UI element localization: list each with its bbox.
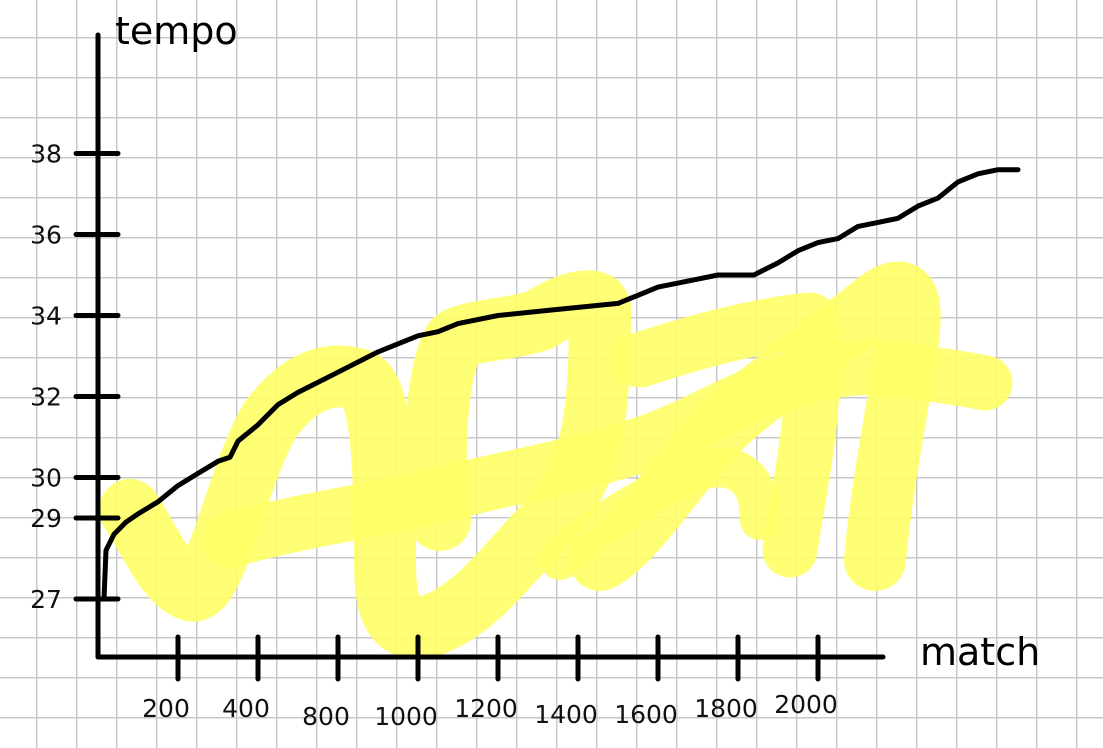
y-tick-label: 27 [30,585,62,614]
x-tick-label: 800 [302,702,350,731]
x-axis-title: match [920,630,1040,674]
y-axis-title: tempo [115,9,238,53]
y-tick-label: 36 [30,221,62,250]
scribble-stroke-1 [99,270,631,659]
x-tick-label: 2000 [774,690,838,719]
x-tick-label: 200 [142,694,190,723]
y-tick-label: 30 [30,464,62,493]
data-layer [101,167,1021,602]
x-tick-label: 1000 [374,702,438,731]
scribble-stroke-5 [540,447,780,580]
y-tick-label: 38 [30,140,62,169]
y-tick-label: 32 [30,383,62,412]
x-tick-label: 400 [222,694,270,723]
x-tick-label: 1800 [694,694,758,723]
scribble-stroke-4 [612,292,841,578]
series-line [101,167,1021,602]
x-tick-label: 1400 [534,700,598,729]
axes: 200 400 800 1000 1200 1400 1600 1800 2000 27 29 30 3… [30,32,886,731]
y-tick-label: 29 [30,504,62,533]
highlighter-scribble [99,261,1013,659]
x-tick-label: 1200 [454,694,518,723]
x-tick-label: 1600 [614,700,678,729]
y-tick-label: 34 [30,302,62,331]
scribble-stroke-3 [202,340,1013,568]
